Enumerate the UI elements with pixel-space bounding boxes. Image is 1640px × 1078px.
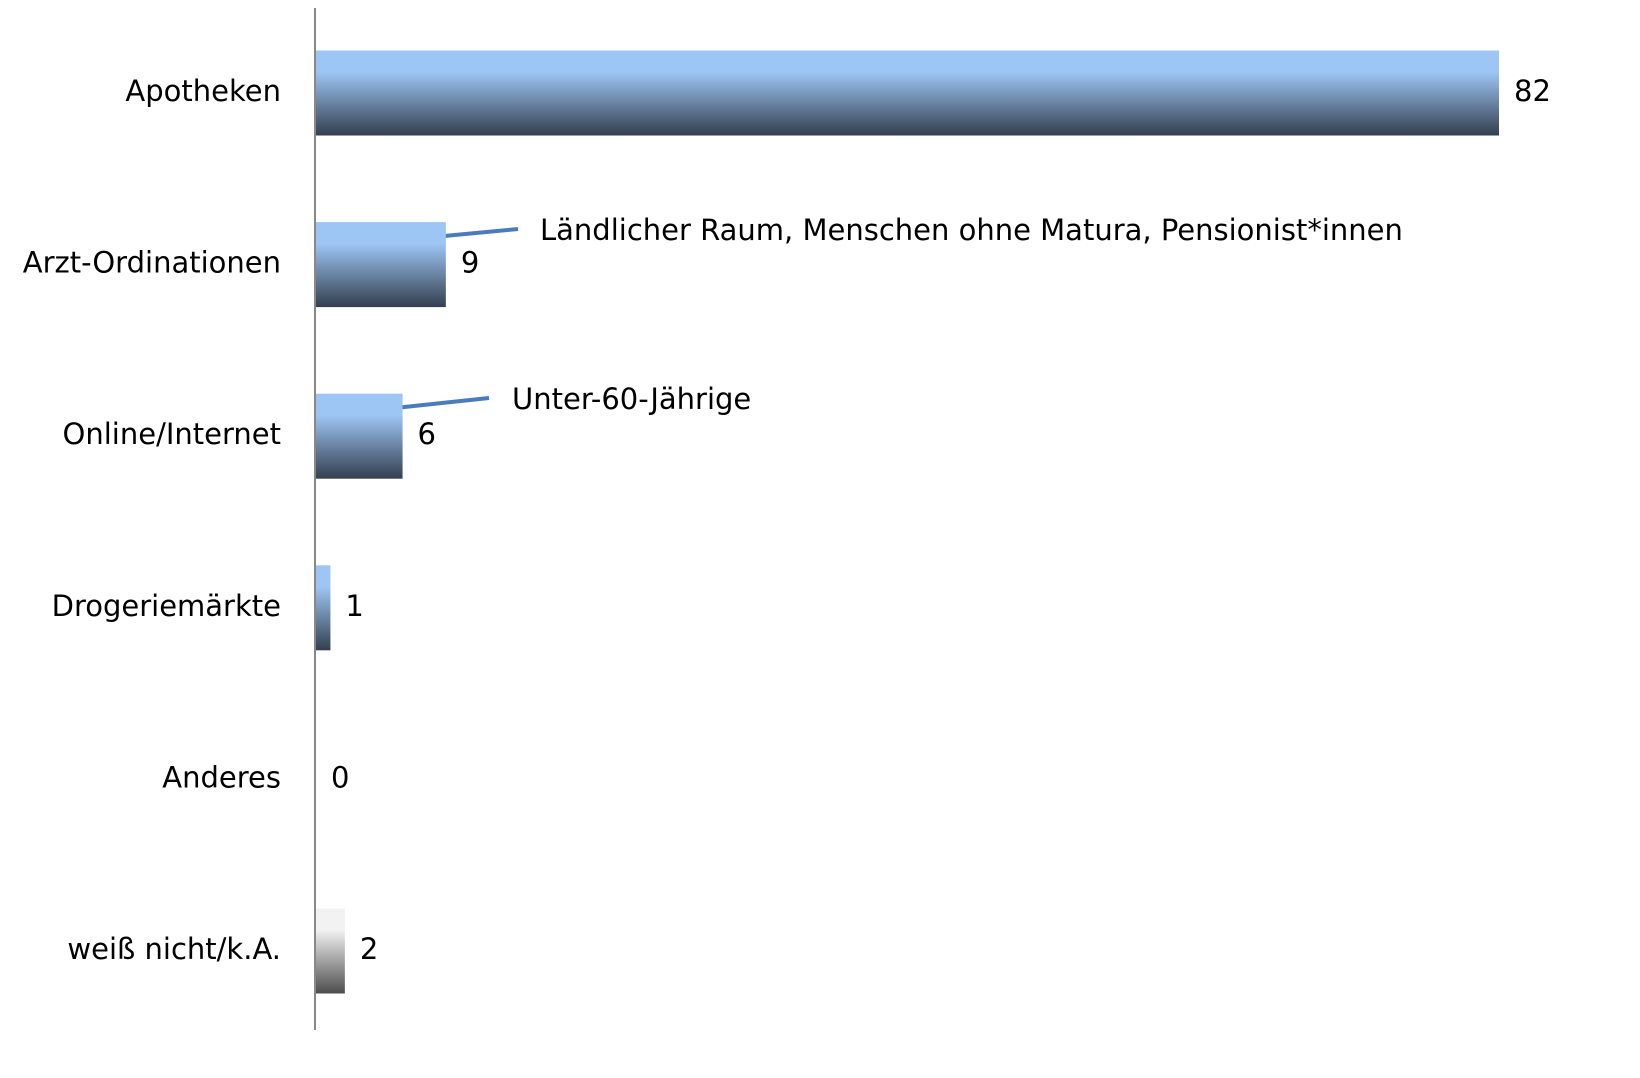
category-label: Online/Internet [63,417,281,451]
value-label: 1 [345,589,363,623]
value-label: 82 [1514,74,1551,108]
category-label: Anderes [162,760,281,794]
bar [316,222,446,308]
annotation-leader [394,396,490,410]
category-label: Apotheken [125,74,281,108]
bar [316,908,345,994]
annotation: Ländlicher Raum, Menschen ohne Matura, P… [540,213,1403,247]
value-label: 0 [331,760,349,794]
value-label: 9 [461,246,479,280]
bar [316,50,1499,136]
category-label: weiß nicht/k.A. [67,932,281,966]
annotation: Unter-60-Jährige [512,382,751,416]
category-label: Arzt-Ordinationen [23,246,281,280]
bar [316,393,403,479]
value-label: 2 [360,932,378,966]
bar [316,565,331,651]
category-label: Drogeriemärkte [52,589,281,623]
value-label: 6 [418,417,436,451]
